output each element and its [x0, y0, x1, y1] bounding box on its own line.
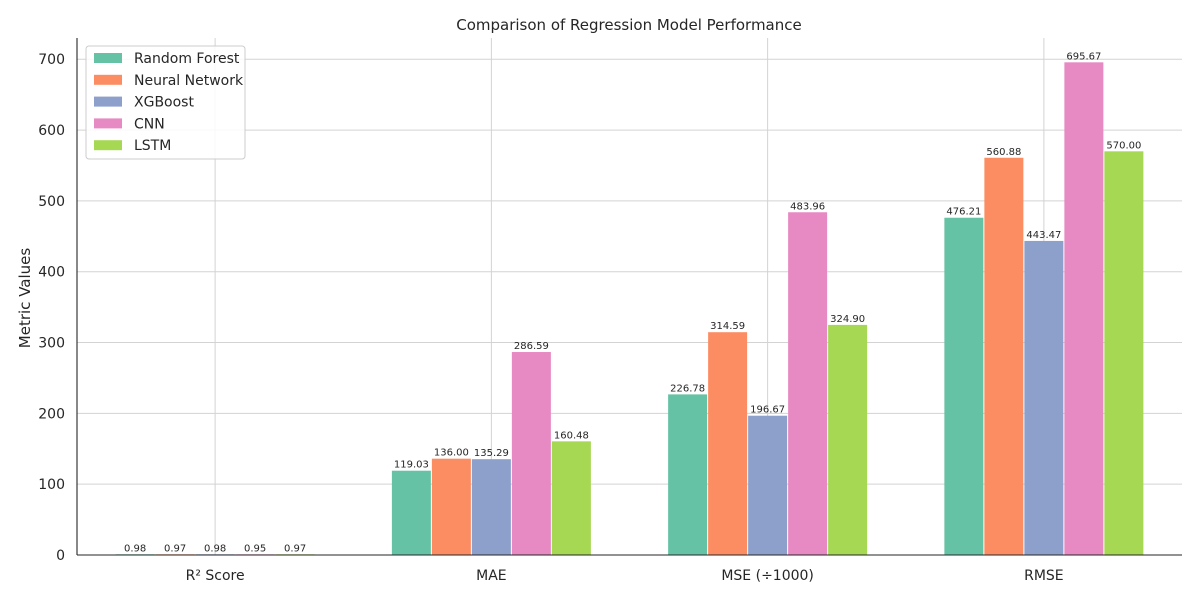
- bar: [788, 212, 828, 555]
- legend-label: XGBoost: [134, 95, 194, 111]
- bar-value-label: 0.98: [124, 543, 146, 554]
- bar: [551, 441, 591, 555]
- bar-value-label: 226.78: [670, 383, 705, 394]
- legend: Random Forest Neural Network XGBoost CNN LST…: [85, 45, 246, 160]
- legend-swatch: [94, 53, 122, 63]
- bar: [431, 458, 471, 555]
- legend-label: CNN: [134, 116, 165, 132]
- legend-box: [85, 45, 246, 160]
- bar-value-label: 135.29: [474, 448, 509, 459]
- legend-label: Random Forest: [134, 51, 240, 67]
- bar-value-label: 119.03: [394, 460, 429, 471]
- bar: [1064, 62, 1104, 555]
- y-tick-label: 0: [56, 548, 65, 564]
- y-tick-label: 100: [38, 477, 65, 493]
- y-tick-label: 300: [38, 336, 65, 352]
- bar-value-label: 695.67: [1066, 51, 1101, 62]
- x-tick-label: R² Score: [186, 568, 245, 584]
- y-tick-label: 600: [38, 123, 65, 139]
- bar-value-label: 286.59: [514, 341, 549, 352]
- x-tick-label: RMSE: [1024, 568, 1064, 584]
- y-tick-label: 700: [38, 52, 65, 68]
- y-tick-label: 500: [38, 194, 65, 210]
- bar-value-label: 0.97: [164, 543, 186, 554]
- bar: [471, 459, 511, 555]
- bar-value-label: 570.00: [1106, 140, 1141, 151]
- legend-swatch: [94, 74, 122, 85]
- legend-label: Neural Network: [134, 73, 244, 89]
- bar-value-label: 0.97: [284, 543, 306, 554]
- bar-value-label: 483.96: [790, 201, 825, 212]
- legend-swatch: [94, 140, 122, 151]
- bar: [828, 324, 868, 555]
- bars: [115, 62, 1144, 556]
- grid-lines: [77, 38, 1182, 556]
- bar-labels: 0.98 119.03 226.78 476.21 0.97 136.00 314.59 56…: [124, 51, 1141, 554]
- bar: [1104, 151, 1144, 555]
- bar: [984, 157, 1024, 555]
- bar-value-label: 0.98: [204, 543, 226, 554]
- bar-value-label: 476.21: [946, 207, 981, 218]
- chart-title: Comparison of Regression Model Performan…: [456, 16, 801, 34]
- bar: [944, 217, 984, 555]
- bar-value-label: 136.00: [434, 448, 469, 459]
- bar: [748, 415, 788, 555]
- bar: [391, 470, 431, 555]
- axes: 0 100 200 300 400 500 600 700 R² Score MAE MSE (÷1…: [38, 38, 1182, 584]
- bar-value-label: 0.95: [244, 543, 266, 554]
- legend-swatch: [94, 96, 122, 107]
- bar: [1024, 240, 1064, 556]
- bar-value-label: 324.90: [830, 314, 865, 325]
- bar-value-label: 160.48: [554, 430, 589, 441]
- bar: [708, 332, 748, 555]
- legend-swatch: [94, 118, 122, 129]
- legend-label: LSTM: [134, 138, 171, 154]
- bar-value-label: 314.59: [710, 321, 745, 332]
- bar-value-label: 196.67: [750, 405, 785, 416]
- bar: [668, 394, 708, 555]
- bar: [511, 352, 551, 555]
- x-tick-label: MSE (÷1000): [721, 568, 814, 584]
- y-tick-label: 200: [38, 406, 65, 422]
- x-tick-label: MAE: [476, 568, 507, 584]
- bar-value-label: 560.88: [986, 147, 1021, 158]
- y-tick-label: 400: [38, 265, 65, 281]
- bar-value-label: 443.47: [1026, 230, 1061, 241]
- y-axis-label: Metric Values: [16, 248, 34, 349]
